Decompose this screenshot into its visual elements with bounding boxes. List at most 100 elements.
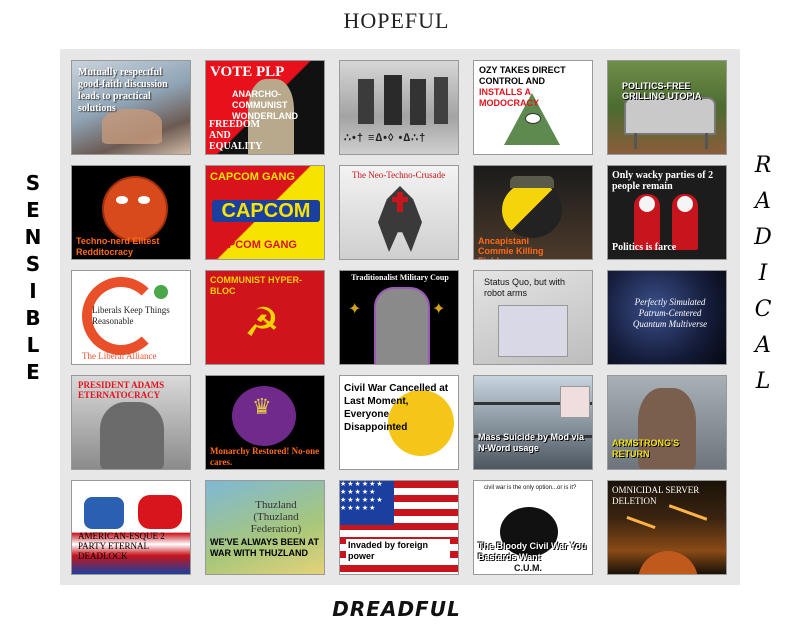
hat-icon — [510, 176, 554, 188]
tile-adams-eternatocracy: PRESIDENT ADAMS ETERNATOCRACY — [71, 375, 191, 470]
eye-icon — [138, 196, 150, 204]
robot-face-image — [498, 305, 568, 357]
eye-icon — [525, 113, 541, 124]
tile-text: FREEDOM AND EQUALITY — [209, 119, 263, 152]
sensible-letter: B — [25, 306, 41, 330]
eagle-icon: ✦ — [348, 301, 362, 318]
tile-text: PRESIDENT ADAMS ETERNATOCRACY — [78, 380, 165, 400]
sensible-letter: E — [26, 198, 40, 222]
capcom-logo: CAPCOM — [212, 200, 320, 222]
tile-text: AMERICAN-ESQUE 2 PARTY ETERNAL DEADLOCK — [78, 531, 165, 561]
radical-letter: R — [754, 153, 772, 178]
tile-ancapistani: Ancapistani Commie Killing Fields — [473, 165, 593, 260]
tile-redditocracy: Techno-nerd Elitest Redditocracy — [71, 165, 191, 260]
tile-text: ANARCHO-COMMUNIST WONDERLAND — [232, 89, 298, 121]
hopeful-axis-label: HOPEFUL — [343, 8, 450, 33]
countryball-icon — [102, 176, 168, 242]
tile-text: Mass Suicide by Mod via N-Word usage — [478, 432, 585, 453]
meteor-icon — [626, 515, 656, 530]
tile-text: WE'VE ALWAYS BEEN AT WAR WITH THUZLAND — [210, 537, 319, 558]
tile-text: OZY TAKES DIRECT CONTROL AND — [479, 65, 566, 86]
tile-anarcho-communist: VOTE PLP ANARCHO-COMMUNIST WONDERLAND FR… — [205, 60, 325, 155]
countryball-icon — [232, 386, 296, 446]
tile-capcom-gang: CAPCOM GANG CAPCOM CAPCOM GANG — [205, 165, 325, 260]
tile-wacky-parties: Only wacky parties of 2 people remain Po… — [607, 165, 727, 260]
sensible-letter: S — [25, 171, 41, 195]
tile-text: Liberals Keep Things Reasonable — [92, 305, 170, 326]
eye-icon — [116, 196, 128, 204]
tile-text: POLITICS-FREE GRILLING UTOPIA — [622, 81, 702, 101]
eagle-icon: ✦ — [432, 301, 446, 318]
tile-ozy-modocracy: OZY TAKES DIRECT CONTROL AND INSTALLS A … — [473, 60, 593, 155]
adams-portrait-image — [100, 402, 164, 469]
tile-mass-suicide: Mass Suicide by Mod via N-Word usage — [473, 375, 593, 470]
tile-text: The Liberal Alliance — [82, 351, 157, 361]
tile-text: Only wacky parties of 2 people remain — [612, 170, 714, 192]
tile-robot-arms: Status Quo, but with robot arms — [473, 270, 593, 365]
crown-icon: ♛ — [252, 394, 272, 419]
sensible-letter: I — [29, 279, 37, 303]
tile-liberal-alliance: Liberals Keep Things Reasonable The Libe… — [71, 270, 191, 365]
tile-text: C.U.M. — [514, 563, 542, 573]
mod-avatar-image — [560, 386, 590, 418]
woman-portrait-image — [248, 79, 294, 154]
soldier-portrait-image — [374, 287, 430, 364]
tile-figures-photo: ∴•† ≡∆•◊ •∆∴† — [339, 60, 459, 155]
tile-text: Monarchy Restored! No-one cares. — [210, 446, 320, 467]
elephant-icon — [138, 495, 182, 529]
tile-quantum-multiverse: Perfectly Simulated Patrum-Centered Quan… — [607, 270, 727, 365]
tile-text: civil war is the only option...or is it? — [484, 485, 577, 491]
tile-two-party-deadlock: AMERICAN-ESQUE 2 PARTY ETERNAL DEADLOCK — [71, 480, 191, 575]
sensible-letter: L — [26, 333, 40, 357]
tile-text: CAPCOM GANG — [212, 239, 297, 251]
countryball-icon — [502, 182, 562, 238]
clown-face — [677, 196, 693, 212]
sensible-letter: E — [26, 360, 40, 384]
grill-image — [624, 97, 716, 135]
tile-text: CAPCOM GANG — [210, 171, 295, 183]
tile-bloody-civil-war: civil war is the only option...or is it?… — [473, 480, 593, 575]
radical-letter: A — [755, 189, 771, 214]
tile-monarchy-restored: ♛ Monarchy Restored! No-one cares. — [205, 375, 325, 470]
tile-text: ARMSTRONG'S RETURN — [612, 438, 680, 459]
tile-neo-techno-crusade: The Neo-Techno-Crusade — [339, 165, 459, 260]
radical-letter: A — [755, 333, 771, 358]
tile-military-coup: ✦ ✦ Traditionalist Military Coup — [339, 270, 459, 365]
tile-text: Ancapistani Commie Killing Fields — [478, 236, 544, 259]
sensible-letter: N — [24, 225, 42, 249]
sensible-letter: S — [25, 252, 41, 276]
tile-text: Thuzland (Thuzland Federation) — [250, 499, 302, 535]
tile-text: COMMUNIST HYPER-BLOC — [210, 275, 302, 296]
cross-icon — [397, 192, 403, 212]
clown-face — [639, 196, 655, 212]
cum-logo-icon — [500, 507, 558, 557]
radical-letter: D — [754, 225, 772, 250]
dreadful-axis-label: DREADFUL — [332, 597, 461, 621]
tile-text: Mutually respectful good-faith discussio… — [78, 67, 168, 114]
tile-civil-war-cancelled: Civil War Cancelled at Last Moment, Ever… — [339, 375, 459, 470]
figure-silhouette — [434, 77, 448, 124]
tile-text: The Bloody Civil War You Bastards Want — [478, 541, 587, 562]
tile-invaded: ★★★★★★ ★★★★★ ★★★★★★ ★★★★★ Invaded by for… — [339, 480, 459, 575]
liberal-logo-dot — [154, 285, 168, 299]
tile-text: Status Quo, but with robot arms — [484, 277, 566, 298]
figure-silhouette — [384, 75, 402, 125]
alignment-chart-board: Mutually respectful good-faith discussio… — [60, 49, 740, 585]
tile-text: Traditionalist Military Coup — [351, 273, 449, 282]
figure-silhouette — [410, 79, 426, 125]
flag-canton: ★★★★★★ ★★★★★ ★★★★★★ ★★★★★ — [340, 481, 394, 525]
radical-letter: L — [755, 369, 771, 394]
planet-icon — [638, 551, 698, 574]
tile-grilling-utopia: POLITICS-FREE GRILLING UTOPIA — [607, 60, 727, 155]
tile-text: Invaded by foreign power — [346, 539, 450, 563]
tile-text: INSTALLS A MODOCRACY — [479, 87, 539, 108]
tile-omnicidal-deletion: OMNICIDAL SERVER DELETION — [607, 480, 727, 575]
cross-icon — [392, 197, 408, 202]
tile-text: OMNICIDAL SERVER DELETION — [612, 485, 700, 506]
tile-text: Techno-nerd Elitest Redditocracy — [76, 236, 160, 257]
radical-letter: I — [758, 261, 768, 286]
tile-text: The Neo-Techno-Crusade — [352, 170, 446, 180]
tile-title: VOTE PLP — [210, 64, 285, 80]
